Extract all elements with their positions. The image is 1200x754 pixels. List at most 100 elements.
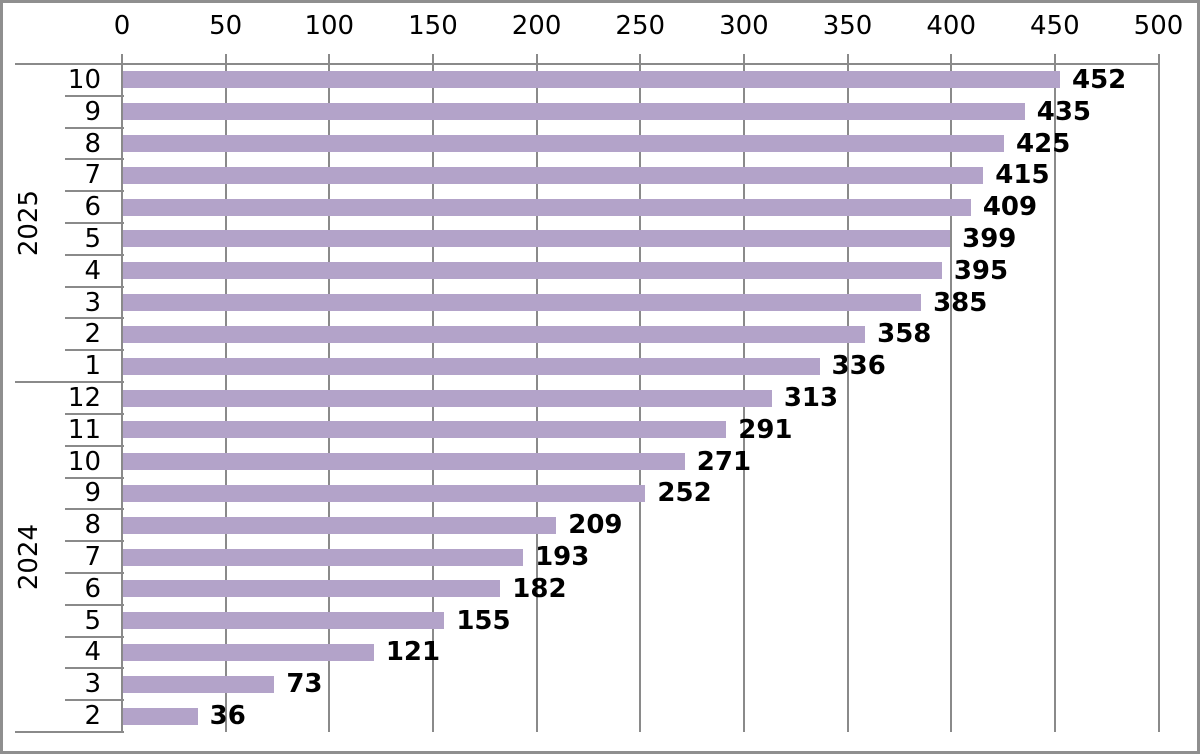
data-label: 182: [512, 573, 567, 604]
bar: [123, 135, 1005, 153]
data-label: 452: [1071, 64, 1127, 95]
bar: [123, 580, 501, 598]
axis-tick-label: 150: [408, 11, 458, 41]
category-label: 10: [67, 64, 101, 95]
category-separator: [65, 571, 124, 574]
category-separator: [65, 253, 124, 256]
year-label: 2025: [14, 189, 44, 257]
category-label: 7: [84, 542, 101, 573]
axis-tick-label: 200: [511, 11, 562, 41]
axis-tick: [950, 54, 953, 64]
year-label-box: 2025: [11, 64, 47, 382]
data-label: 193: [535, 542, 590, 573]
bar: [123, 166, 984, 184]
category-separator: [65, 222, 124, 225]
bar-chart: 0 50 100 150 200 250 300 350 400 450 500 10 452 9 435 8…: [3, 3, 1197, 751]
gridline: [1053, 64, 1056, 732]
bar: [123, 707, 198, 725]
axis-tick-label: 300: [719, 11, 769, 41]
axis-tick: [639, 54, 642, 64]
category-label: 1: [84, 351, 101, 382]
category-separator: [65, 317, 124, 320]
bar: [123, 421, 727, 439]
category-label: 5: [84, 605, 101, 636]
data-label: 313: [783, 383, 839, 413]
data-label: 209: [568, 510, 623, 541]
category-separator: [65, 285, 124, 288]
gridline: [121, 64, 123, 732]
category-label: 2: [84, 701, 101, 732]
category-label: 10: [67, 446, 101, 477]
data-label: 399: [962, 223, 1017, 254]
axis-tick-label: 50: [209, 11, 243, 41]
bar: [123, 516, 557, 534]
bar: [123, 675, 275, 693]
axis-tick-label: 450: [1030, 11, 1080, 41]
data-label: 155: [456, 605, 511, 636]
category-label: 9: [84, 96, 101, 127]
data-label: 409: [982, 192, 1038, 223]
data-label: 395: [953, 255, 1009, 286]
category-separator: [65, 635, 124, 638]
data-label: 252: [657, 478, 712, 509]
category-separator: [65, 126, 124, 129]
category-separator: [65, 158, 124, 161]
category-label: 12: [67, 383, 101, 413]
bar: [123, 453, 685, 471]
category-separator: [65, 508, 124, 511]
category-label: 4: [84, 255, 101, 286]
data-label: 291: [738, 414, 793, 445]
category-label: 11: [67, 414, 101, 445]
data-label: 73: [286, 669, 323, 700]
category-separator: [65, 699, 124, 702]
category-label: 5: [84, 223, 101, 254]
category-label: 7: [84, 160, 101, 191]
axis-tick: [1157, 54, 1160, 64]
gridline: [846, 64, 849, 732]
data-label: 271: [696, 446, 752, 477]
year-label: 2024: [14, 523, 44, 591]
bar: [123, 389, 772, 407]
axis-tick-label: 0: [113, 11, 131, 41]
category-separator: [65, 349, 124, 352]
data-label: 358: [877, 319, 932, 350]
category-label: 2: [84, 319, 101, 350]
category-separator: [65, 94, 124, 97]
bar: [123, 357, 820, 375]
axis-tick: [328, 54, 331, 64]
axis-tick: [846, 54, 849, 64]
bar: [123, 548, 524, 566]
category-label: 9: [84, 478, 101, 509]
bar: [123, 198, 971, 216]
axis-tick-label: 350: [822, 11, 873, 41]
bar: [123, 612, 445, 630]
bar: [123, 294, 922, 312]
category-label: 4: [84, 637, 101, 668]
category-label: 6: [84, 192, 101, 223]
data-label: 336: [831, 351, 886, 382]
axis-tick: [535, 54, 538, 64]
category-separator: [65, 476, 124, 479]
category-separator: [65, 412, 124, 415]
category-label: 3: [84, 669, 101, 700]
axis-tick: [1053, 54, 1056, 64]
gridline: [950, 64, 953, 732]
axis-tick-label: 100: [304, 11, 355, 41]
category-label: 6: [84, 573, 101, 604]
bar: [123, 484, 646, 502]
category-label: 8: [84, 128, 101, 159]
gridline: [1157, 64, 1160, 732]
category-separator: [65, 667, 124, 670]
axis-tick-label: 500: [1133, 11, 1184, 41]
axis-tick-label: 400: [926, 11, 976, 41]
axis-tick: [224, 54, 227, 64]
category-label: 3: [84, 287, 101, 318]
category-label: 8: [84, 510, 101, 541]
bar: [123, 103, 1025, 121]
bar: [123, 230, 951, 248]
category-separator: [65, 444, 124, 447]
data-label: 425: [1016, 128, 1071, 159]
bar: [123, 262, 942, 280]
bar: [123, 325, 866, 343]
